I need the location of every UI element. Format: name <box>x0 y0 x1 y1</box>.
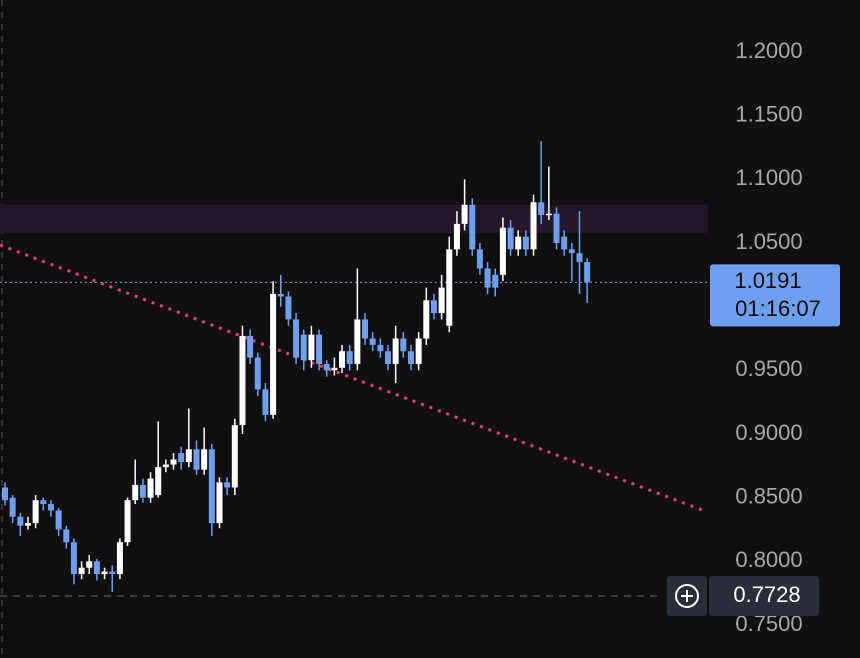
crosshair-plus-sign <box>681 589 693 602</box>
candle-body <box>101 571 108 575</box>
y-tick-label: 0.9500 <box>735 356 802 381</box>
candle-body <box>47 504 54 511</box>
candle-body <box>461 204 468 224</box>
crosshair-price-label: 0.7728 <box>733 582 800 607</box>
candle-body <box>400 338 407 352</box>
candle-body <box>415 338 422 364</box>
candle-body <box>308 334 315 361</box>
candle-body <box>147 478 154 498</box>
price-zone <box>0 204 708 233</box>
candle-body <box>300 334 307 361</box>
candle-body <box>86 561 93 568</box>
candle-body <box>63 529 70 543</box>
candle-body <box>469 204 476 250</box>
candle-body <box>453 223 460 250</box>
candle-body <box>369 338 376 345</box>
candle-body <box>170 459 177 465</box>
candle-body <box>339 351 346 368</box>
candle-body <box>323 363 330 371</box>
candle-body <box>522 236 529 250</box>
candle-body <box>208 449 215 524</box>
candle-body <box>561 236 568 250</box>
candle-body <box>430 300 437 314</box>
candle-body <box>407 351 414 364</box>
candle-body <box>262 389 269 415</box>
candle-body <box>553 213 560 243</box>
candle-body <box>316 334 323 364</box>
candle-body <box>132 484 139 501</box>
candle-body <box>499 227 506 275</box>
y-tick-label: 1.1500 <box>735 101 802 126</box>
candle-body <box>78 567 85 575</box>
y-tick-label: 0.8000 <box>735 547 802 572</box>
y-tick-label: 1.1000 <box>735 165 802 190</box>
candle-body <box>438 287 445 314</box>
candle-body <box>2 487 8 501</box>
y-tick-label: 1.2000 <box>735 38 802 63</box>
candle-body <box>216 482 223 524</box>
candle-body <box>70 542 77 575</box>
candle-body <box>185 449 192 463</box>
last-price-label: 1.0191 <box>734 268 801 293</box>
crosshair-plus-icon <box>675 583 699 608</box>
candle-body <box>201 449 208 470</box>
y-tick-label: 1.0500 <box>735 229 802 254</box>
candle-body <box>224 482 231 488</box>
candle-body <box>492 274 499 288</box>
candle-body <box>17 516 24 526</box>
candle-body <box>484 268 491 288</box>
candle-body <box>40 500 47 505</box>
candle-body <box>239 335 246 426</box>
candle-body <box>139 484 146 498</box>
candle-body <box>293 319 300 358</box>
candle-body <box>576 253 583 263</box>
candle-body <box>285 296 292 320</box>
candle-body <box>530 202 537 250</box>
candle-body <box>162 464 169 468</box>
candle-body <box>116 542 123 575</box>
y-tick-label: 0.9000 <box>735 420 802 445</box>
candle-body <box>247 335 254 358</box>
candle-body <box>9 497 16 517</box>
countdown-label: 01:16:07 <box>735 296 821 321</box>
candle-body <box>32 500 39 524</box>
candle-body <box>392 338 399 364</box>
candle-body <box>584 262 591 283</box>
candle-body <box>538 202 545 215</box>
candle-body <box>568 249 575 254</box>
candle-body <box>446 249 453 326</box>
candle-body <box>193 449 200 470</box>
candle-body <box>385 351 391 364</box>
candle-body <box>515 236 522 250</box>
candle-body <box>93 561 100 575</box>
last-price-box <box>710 264 840 327</box>
candle-body <box>55 510 62 530</box>
candle-body <box>24 523 31 526</box>
candle-body <box>354 319 361 364</box>
candle-body <box>124 500 131 543</box>
candle-body <box>423 300 430 339</box>
candle-body <box>155 467 162 496</box>
y-tick-label: 0.8500 <box>735 483 802 508</box>
candle-body <box>362 319 369 339</box>
candle-body <box>270 293 277 415</box>
candle-body <box>476 249 483 269</box>
candle-body <box>507 227 514 250</box>
candle-body <box>346 351 353 364</box>
candle-body <box>254 357 261 390</box>
candle-body <box>231 425 238 488</box>
candle-body <box>545 213 552 216</box>
candle-body <box>277 293 284 297</box>
candle-body <box>377 344 384 352</box>
crosshair-price-box <box>709 575 819 616</box>
candle-body <box>109 571 116 575</box>
candle-body <box>178 453 185 463</box>
candle-body <box>331 367 338 371</box>
